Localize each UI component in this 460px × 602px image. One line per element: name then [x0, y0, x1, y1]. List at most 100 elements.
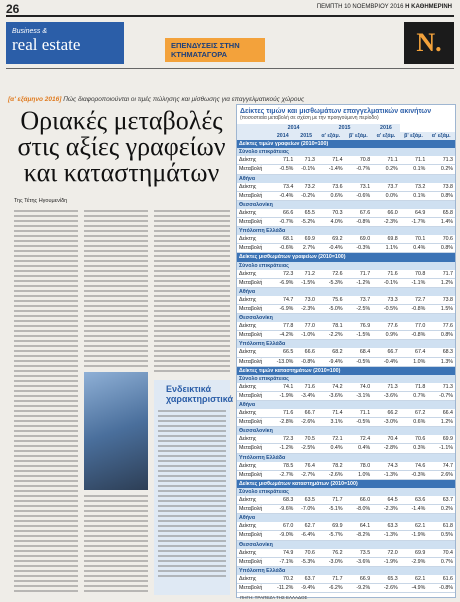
cell: 72.7	[399, 295, 428, 305]
cell: 73.7	[344, 295, 373, 305]
cell: 0.6%	[399, 417, 428, 428]
cell: 1.2%	[427, 278, 455, 288]
row-label: Μεταβολή	[237, 443, 271, 454]
brand: real estate	[12, 35, 81, 54]
group-row: Σύνολο επικράτειας	[237, 148, 455, 157]
data-row: Μεταβολή -1.9% -3.4% -3.6% -3.1% -3.6% 0.7% -0.…	[237, 391, 455, 402]
cell: -0.7%	[270, 217, 296, 228]
cell: -2.9%	[399, 557, 428, 567]
cell: 73.2	[399, 182, 428, 192]
group-row: Σύνολο επικράτειας	[237, 261, 455, 270]
data-row: Μεταβολή -1.2% -2.5% 0.4% 0.4% -2.8% 0.3% -1.1%	[237, 443, 455, 454]
group-row: Αθήνα	[237, 174, 455, 183]
cell: 77.6	[372, 322, 400, 332]
column-header: β' εξάμ.	[344, 132, 373, 141]
cell: -0.4%	[316, 243, 345, 254]
cell: 0.7%	[399, 391, 428, 402]
row-label: Μεταβολή	[237, 278, 271, 288]
cell: 70.1	[399, 235, 428, 245]
body-column	[84, 495, 148, 595]
cell: -2.7%	[270, 470, 296, 480]
cell: 71.4	[316, 156, 345, 166]
cell: 71.7	[316, 574, 345, 584]
row-label: Μεταβολή	[237, 557, 271, 567]
group-row: Υπόλοιπη Ελλάδα	[237, 226, 455, 236]
data-row: Δείκτης 74.7 73.0 75.6 73.7 73.3 72.7 73.8	[237, 295, 455, 305]
row-label: Μεταβολή	[237, 217, 271, 228]
cell: -2.5%	[295, 443, 317, 454]
cell: 74.6	[399, 461, 428, 471]
cell: -9.6%	[270, 504, 296, 515]
row-label: Δείκτης	[237, 295, 271, 305]
cell: 73.7	[372, 182, 400, 192]
group-name: Θεσσαλονίκη	[237, 313, 455, 323]
cell: 0.8%	[427, 191, 455, 201]
logo: N.	[404, 22, 454, 64]
body-column	[84, 210, 148, 370]
cell: -1.4%	[399, 504, 428, 515]
cell: -2.3%	[372, 217, 400, 228]
cell: 76.9	[344, 322, 373, 332]
section-row: Δείκτες τιμών γραφείων (2010=100)	[237, 140, 455, 149]
cell: 73.8	[427, 182, 455, 192]
header-cell	[237, 124, 271, 141]
cell: 67.4	[399, 348, 428, 358]
cell: -1.1%	[427, 443, 455, 454]
page-number: 26	[6, 2, 20, 16]
cell: 0.0%	[372, 191, 400, 201]
group-name: Αθήνα	[237, 513, 455, 523]
cell: -1.9%	[270, 391, 296, 402]
group-name: Αθήνα	[237, 400, 455, 410]
cell: 73.2	[295, 182, 317, 192]
cell: 71.6	[270, 409, 296, 419]
cell: 74.1	[270, 382, 296, 392]
cell: -1.3%	[372, 470, 400, 480]
row-label: Μεταβολή	[237, 243, 271, 254]
cell: 77.8	[270, 322, 296, 332]
cell: 68.3	[270, 496, 296, 506]
group-name: Θεσσαλονίκη	[237, 540, 455, 549]
group-name: Υπόλοιπη Ελλάδα	[237, 453, 455, 462]
cell: 72.4	[344, 435, 373, 445]
cell: -8.2%	[344, 530, 373, 541]
cell: 68.1	[270, 235, 296, 245]
cell: -0.5%	[270, 164, 296, 175]
cell: -0.1%	[372, 278, 400, 288]
cell: 66.2	[372, 409, 400, 419]
section-title: Δείκτες τιμών γραφείων (2010=100)	[237, 140, 455, 149]
data-row: Μεταβολή -9.0% -6.4% -5.7% -8.2% -1.3% -1.9% 0.…	[237, 530, 455, 541]
cell: 70.4	[427, 548, 455, 558]
cell: 72.0	[372, 548, 400, 558]
cell: -0.6%	[270, 243, 296, 254]
cell: -2.8%	[270, 417, 296, 428]
cell: 72.1	[316, 435, 345, 445]
cell: 73.3	[372, 295, 400, 305]
cell: 70.2	[270, 574, 296, 584]
cell: -0.2%	[295, 191, 317, 201]
row-label: Δείκτης	[237, 382, 271, 392]
data-row: Δείκτης 73.4 73.2 73.6 73.1 73.7 73.2 73.8	[237, 182, 455, 192]
row-label: Μεταβολή	[237, 304, 271, 315]
cell: 77.0	[295, 322, 317, 332]
cell: 66.7	[372, 348, 400, 358]
data-row: Δείκτης 71.1 71.3 71.4 70.8 71.1 71.1 71.3	[237, 156, 455, 166]
cell: 73.6	[316, 182, 345, 192]
group-name: Θεσσαλονίκη	[237, 200, 455, 209]
data-row: Δείκτης 68.1 69.9 69.2 69.0 69.8 70.1 70.6	[237, 235, 455, 245]
cell: 0.2%	[427, 504, 455, 515]
cell: 67.0	[270, 522, 296, 532]
row-label: Δείκτης	[237, 409, 271, 419]
brand-box: Business & real estate	[6, 22, 124, 64]
cell: -9.4%	[295, 583, 317, 594]
cell: 70.6	[399, 435, 428, 445]
data-row: Δείκτης 72.3 70.5 72.1 72.4 70.4 70.6 69.9	[237, 435, 455, 445]
table-panel: Δείκτες τιμών και μισθωμάτων επαγγελματι…	[236, 104, 456, 600]
cell: 71.1	[344, 409, 373, 419]
cell: -7.1%	[270, 557, 296, 567]
cell: -2.6%	[372, 583, 400, 594]
cell: 69.2	[316, 235, 345, 245]
cell: -0.7%	[344, 164, 373, 175]
column-header: 2015	[295, 132, 317, 141]
data-table: 2014 2015 2016 2014 2015 α' εξάμ. β' εξάμ. α' ε…	[237, 124, 455, 594]
cell: 74.7	[270, 295, 296, 305]
